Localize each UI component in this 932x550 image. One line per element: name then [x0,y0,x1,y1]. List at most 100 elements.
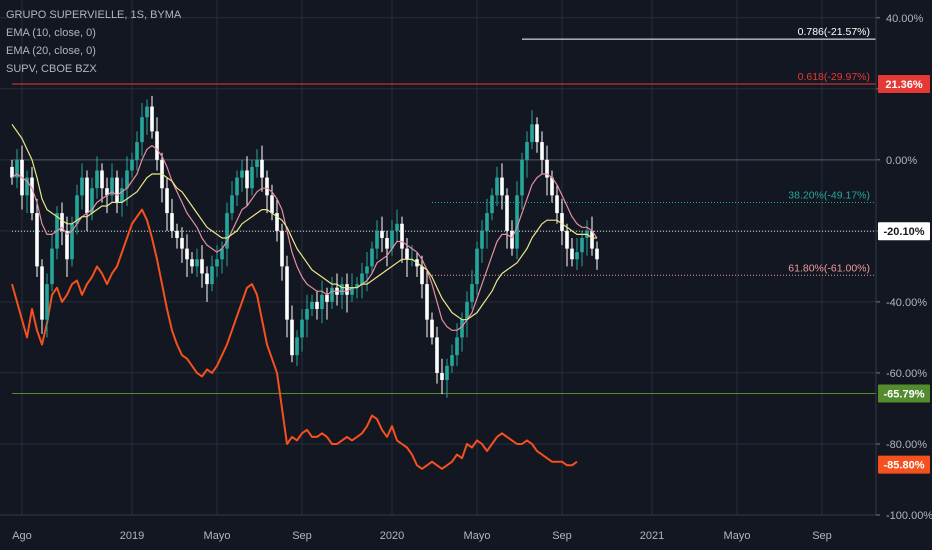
price-badge [878,384,930,403]
candle-body [510,230,514,249]
candle-body [70,223,74,260]
candle-body [490,195,494,214]
price-badge-label: -85.80% [884,460,925,472]
candle-body [100,170,104,189]
candle-body [420,266,424,285]
candle-body [200,259,204,274]
candle-body [575,252,579,260]
level-label: 61.80%(-61.00%) [788,262,870,274]
candle-body [235,177,239,196]
x-tick-label: 2021 [640,530,664,542]
candle-body [210,266,214,285]
candle-body [125,170,129,189]
candle-body [315,301,319,309]
candle-body [35,213,39,267]
candle-body [225,213,229,249]
x-tick-label: Sep [812,530,832,542]
level-label: 0.786(-21.57%) [798,26,870,38]
candle-body [535,124,539,143]
legend-ema20: EMA (20, close, 0) [6,45,96,57]
candle-body [30,177,34,214]
candle-body [485,213,489,231]
price-badge-label: -65.79% [884,388,925,400]
candle-body [295,337,299,356]
x-tick-label: Sep [552,530,572,542]
candle-body [305,309,309,320]
price-badge [878,455,930,474]
candle-body [140,117,144,143]
x-tick-label: 2019 [120,530,144,542]
candle-body [590,230,594,249]
candle-body [435,337,439,373]
candle-body [570,248,574,260]
candle-body [60,213,64,231]
price-badge-label: -20.10% [884,226,925,238]
y-tick-label: -60.00% [886,368,927,380]
candle-body [530,124,534,143]
price-badge [878,222,930,241]
candle-body [115,177,119,203]
candle-body [495,177,499,196]
candle-body [10,166,14,178]
candle-body [345,284,349,295]
candle-body [255,159,259,167]
legend-symbol: GRUPO SUPERVIELLE, 1S, BYMA [6,9,182,21]
candle-body [50,248,54,285]
candle-body [90,188,94,214]
x-tick-label: Mayo [204,530,231,542]
y-tick-label: -80.00% [886,439,927,451]
candle-body [480,230,484,249]
candle-body [385,237,389,249]
candle-body [175,230,179,238]
candle-body [230,195,234,214]
candle-body [310,301,314,309]
candle-body [355,284,359,288]
price-badge [878,74,930,93]
level-label: 38.20%(-49.17%) [788,189,870,201]
ema10-line [11,145,598,331]
candle-body [340,284,344,295]
x-tick-label: Mayo [724,530,751,542]
price-badge-label: 21.36% [885,79,923,91]
candle-body [300,319,304,338]
candle-body [365,266,369,274]
candle-body [275,213,279,231]
candle-body [145,106,149,118]
candle-body [165,188,169,214]
candle-body [105,188,109,196]
candle-body [595,248,599,260]
candle-body [85,177,89,214]
candle-body [465,301,469,320]
candle-body [245,170,249,189]
candle-body [280,230,284,267]
candle-body [445,365,449,381]
candle-body [565,230,569,249]
candle-body [220,248,224,260]
candle-body [265,177,269,196]
candle-body [400,223,404,249]
candle-body [185,248,189,260]
level-label: 0.618(-29.97%) [798,71,870,83]
candle-body [375,230,379,249]
compare-line [11,208,578,470]
candle-body [555,195,559,214]
candle-body [405,248,409,260]
chart-legend: GRUPO SUPERVIELLE, 1S, BYMA EMA (10, clo… [6,6,181,78]
candle-body [370,248,374,267]
candle-body [170,213,174,231]
candle-body [330,287,334,302]
candle-body [150,106,154,132]
candle-body [110,177,114,196]
candle-body [75,195,79,224]
candle-body [285,266,289,320]
candle-body [15,159,19,178]
candle-body [380,230,384,238]
y-tick-label: 0.00% [886,155,917,167]
candle-body [455,337,459,356]
candle-body [95,170,99,189]
candle-body [440,372,444,381]
candle-body [460,319,464,338]
candle-body [520,159,524,196]
